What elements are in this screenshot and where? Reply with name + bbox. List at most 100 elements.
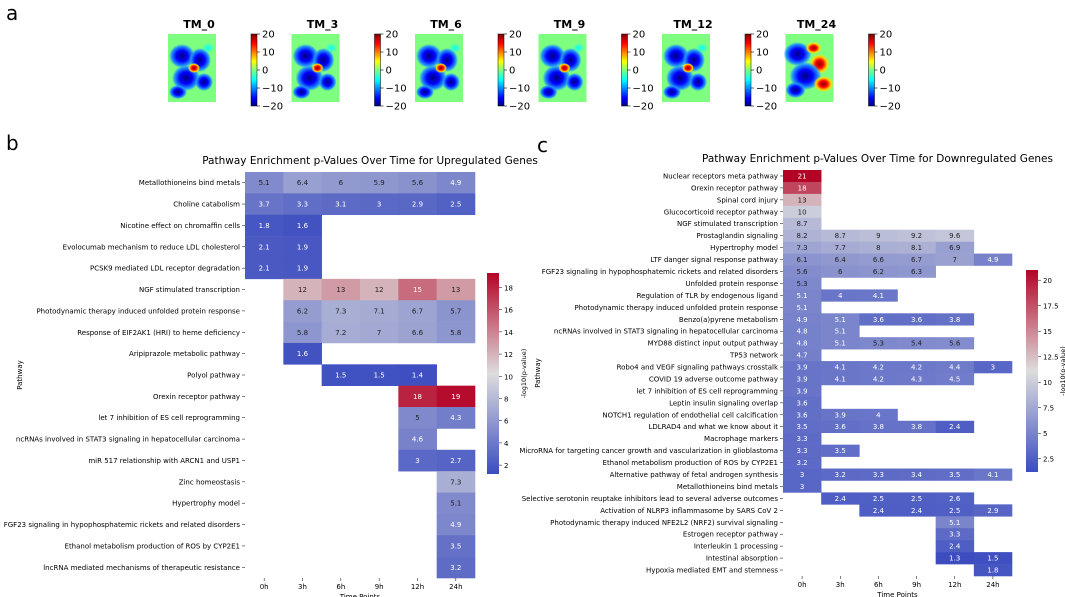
cell-value: 4.1 <box>873 292 884 300</box>
cell-value: 13 <box>798 196 807 204</box>
cell-value: 6.6 <box>873 256 885 264</box>
heatmap-cell <box>859 361 898 374</box>
cell-value: 4.1 <box>987 471 998 479</box>
cell-value: 1.9 <box>297 265 308 273</box>
heatmap-cell <box>783 361 822 374</box>
cell-value: 3.6 <box>797 399 809 407</box>
cell-value: 5.1 <box>835 328 846 336</box>
row-label: let 7 inhibition of ES cell reprogrammin… <box>98 414 240 422</box>
topomap-tm-12: TM_12 20 10 0 −10 −20 <box>662 18 777 113</box>
row-label: Hypertrophy model <box>172 500 240 508</box>
cell-value: 3.8 <box>873 423 884 431</box>
topomap-title: TM_6 <box>430 18 462 31</box>
colorbar-tick-label: −20 <box>386 102 407 113</box>
cell-value: 7.3 <box>450 478 461 486</box>
cell-value: 2.4 <box>873 507 885 515</box>
heatmap-cell <box>897 468 936 481</box>
heatmap-cell <box>973 253 1013 266</box>
cell-value: 2.5 <box>873 495 884 503</box>
row-label: Orexin receptor pathway <box>691 184 778 192</box>
heatmap-cell <box>283 257 322 280</box>
heatmap-cell <box>973 504 1013 517</box>
cell-value: 2.4 <box>835 495 847 503</box>
cell-value: 3.8 <box>911 423 922 431</box>
cell-value: 3.2 <box>797 459 808 467</box>
cell-value: 3 <box>991 364 995 372</box>
cell-value: 9.6 <box>949 232 961 240</box>
col-label: 6h <box>874 581 883 589</box>
heatmap-cell <box>783 301 822 314</box>
heatmap-cell <box>245 236 284 258</box>
heatmap-cell <box>859 468 898 481</box>
colorbar-tick-label: 20 <box>1043 277 1052 285</box>
cell-value: 5.1 <box>797 292 808 300</box>
cell-value: 5.1 <box>450 500 461 508</box>
cell-value: 2.1 <box>259 265 270 273</box>
heatmap-cell <box>783 456 822 469</box>
cell-value: 3.5 <box>949 471 960 479</box>
row-label: let 7 inhibition of ES cell reprogrammin… <box>636 387 778 395</box>
colorbar-tick-label: −20 <box>262 102 283 113</box>
x-axis-label: Time Points <box>876 591 918 597</box>
heatmap-cell <box>783 373 822 386</box>
heatmap-cell <box>436 492 476 515</box>
heatmap-cell <box>436 385 476 408</box>
heatmap-cell <box>935 420 975 434</box>
topomap-blob <box>783 42 812 66</box>
heatmap-cell <box>935 516 975 529</box>
colorbar-tick-label: 0 <box>756 66 762 77</box>
col-label: 9h <box>375 583 384 591</box>
cell-value: 5.3 <box>797 280 808 288</box>
heatmap-cell <box>321 364 361 386</box>
colorbar-tick-label: 10 <box>756 48 769 59</box>
cell-value: 2.5 <box>450 201 461 209</box>
col-label: 3h <box>836 581 845 589</box>
colorbar-label: -log10(p-value) <box>1059 346 1065 396</box>
heatmap-cell <box>783 170 822 183</box>
cell-value: 3 <box>800 471 804 479</box>
heatmap-cell <box>321 193 361 216</box>
heatmap-cell <box>821 289 860 302</box>
cell-value: 3.3 <box>797 447 808 455</box>
colorbar-label: -log10(p-value) <box>520 349 528 399</box>
row-label: NOTCH1 regulation of endothelial cell ca… <box>602 411 778 419</box>
cell-value: 6.4 <box>297 179 309 187</box>
heatmap-cell <box>283 321 322 344</box>
colorbar-tick-label: −10 <box>880 84 901 95</box>
heatmap-cell <box>436 172 476 194</box>
cell-value: 6.3 <box>911 268 922 276</box>
cell-value: 12 <box>375 286 384 294</box>
cell-value: 6 <box>339 179 344 187</box>
heatmap-cell <box>783 480 822 493</box>
heatmap-cell <box>935 253 975 266</box>
cell-value: 1.3 <box>949 555 960 563</box>
cell-value: 2.4 <box>949 543 961 551</box>
cell-value: 3 <box>800 483 804 491</box>
cell-value: 1.5 <box>987 555 998 563</box>
row-label: LDLRAD4 and what we know about it <box>648 423 778 431</box>
cell-value: 4.9 <box>450 179 461 187</box>
colorbar-tick-label: −20 <box>880 102 901 113</box>
row-label: Unfolded protein response <box>685 280 778 288</box>
colorbar-tick-label: 7.5 <box>1043 405 1054 413</box>
cell-value: 1.6 <box>297 350 309 358</box>
colorbar-tick-label: 20 <box>386 30 399 41</box>
heatmap-cell <box>859 229 898 242</box>
cell-value: 5.3 <box>873 340 884 348</box>
row-label: Zinc homeostasis <box>179 478 241 486</box>
colorbar-tick-label: 20 <box>880 30 893 41</box>
cell-value: 3.9 <box>797 375 808 383</box>
col-label: 24h <box>986 581 999 589</box>
cell-value: 3.4 <box>911 471 923 479</box>
heatmap-cell <box>783 384 822 398</box>
cell-value: 5.8 <box>297 329 308 337</box>
cell-value: 3.9 <box>835 411 846 419</box>
heatmap-cell <box>897 337 936 350</box>
cell-value: 5.1 <box>835 340 846 348</box>
cell-value: 4.3 <box>911 375 922 383</box>
colorbar-tick-label: −20 <box>633 102 654 113</box>
cell-value: 5.1 <box>949 519 960 527</box>
cell-value: 7 <box>377 329 381 337</box>
cell-value: 3.5 <box>835 447 846 455</box>
topomap-tm-24: TM_24 20 10 0 −10 −20 <box>783 18 901 113</box>
